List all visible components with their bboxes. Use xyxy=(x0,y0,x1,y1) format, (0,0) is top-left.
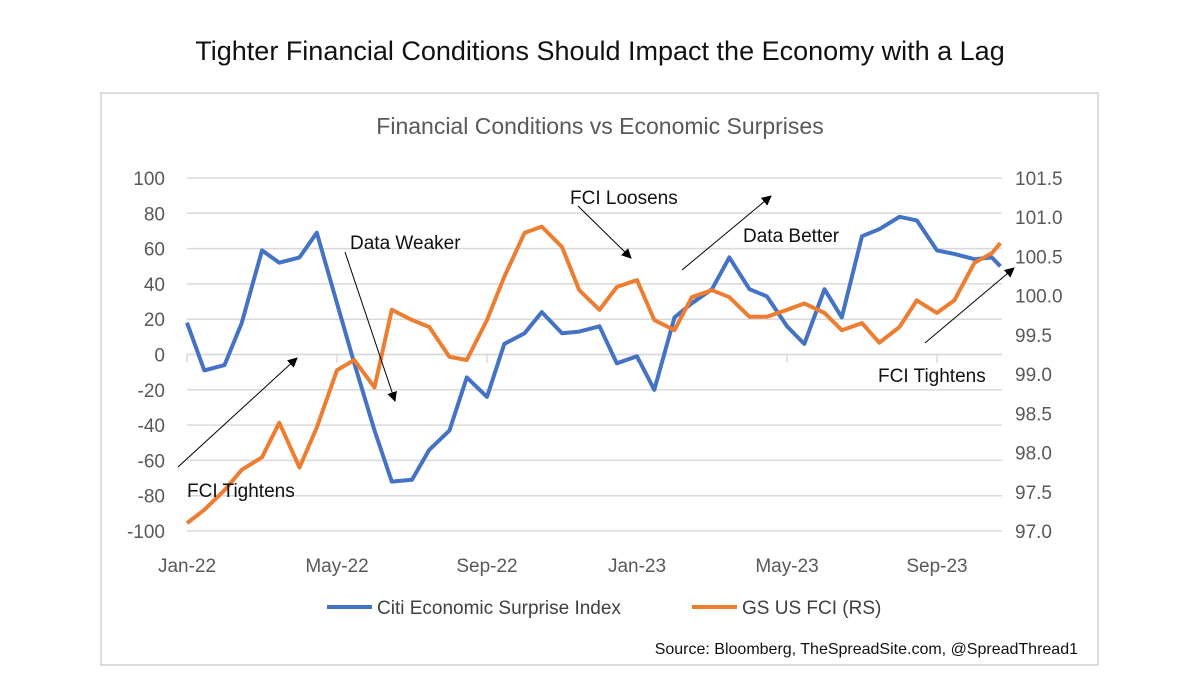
y-left-tick-label: 0 xyxy=(154,346,165,367)
y-left-tick-label: 40 xyxy=(144,275,165,296)
annotation-data-better: Data Better xyxy=(743,226,840,247)
y-left-tick-label: 100 xyxy=(133,169,165,190)
x-tick-label: Jan-22 xyxy=(158,556,216,577)
annotation-data-weaker: Data Weaker xyxy=(350,233,461,254)
annotation-arrow-fci-tightens-1 xyxy=(177,357,298,468)
source-note: Source: Bloomberg, TheSpreadSite.com, @S… xyxy=(655,641,1078,658)
y-right-tick-label: 98.0 xyxy=(1015,444,1052,465)
x-tick-label: Sep-22 xyxy=(456,556,517,577)
annotation-arrow-fci-tightens-2 xyxy=(924,267,1015,344)
annotation-fci-loosens: FCI Loosens xyxy=(570,188,678,209)
x-tick-label: Jan-23 xyxy=(608,556,666,577)
annotation-arrow-data-better xyxy=(681,195,772,271)
annotation-arrow-data-weaker xyxy=(344,251,397,402)
y-left-tick-label: 60 xyxy=(144,240,165,261)
y-left-tick-label: -80 xyxy=(138,487,165,508)
x-tick-label: May-22 xyxy=(305,556,368,577)
annotation-fci-tightens-2: FCI Tightens xyxy=(878,366,986,387)
x-tick-label: May-23 xyxy=(755,556,818,577)
legend-label-fci: GS US FCI (RS) xyxy=(742,598,881,619)
y-right-tick-label: 97.0 xyxy=(1015,522,1052,543)
annotation-fci-tightens-1: FCI Tightens xyxy=(187,481,295,502)
y-right-tick-label: 100.0 xyxy=(1015,287,1063,308)
y-left-tick-label: -40 xyxy=(138,416,165,437)
annotation-arrow-fci-loosens xyxy=(577,205,632,259)
chart-frame xyxy=(100,92,1099,666)
y-left-tick-label: -60 xyxy=(138,451,165,472)
chart-title: Financial Conditions vs Economic Surpris… xyxy=(376,113,823,139)
y-right-tick-label: 97.5 xyxy=(1015,483,1052,504)
y-right-tick-label: 99.0 xyxy=(1015,365,1052,386)
y-right-tick-label: 98.5 xyxy=(1015,404,1052,425)
y-left-tick-label: -100 xyxy=(127,522,165,543)
x-tick-label: Sep-23 xyxy=(906,556,967,577)
y-left-tick-label: 80 xyxy=(144,204,165,225)
y-right-tick-label: 99.5 xyxy=(1015,326,1052,347)
legend: Citi Economic Surprise Index GS US FCI (… xyxy=(327,598,881,619)
y-right-tick-label: 101.5 xyxy=(1015,169,1063,190)
y-left-tick-label: -20 xyxy=(138,381,165,402)
page-title: Tighter Financial Conditions Should Impa… xyxy=(195,36,1004,66)
legend-label-cesi: Citi Economic Surprise Index xyxy=(377,598,621,619)
y-left-tick-label: 20 xyxy=(144,310,165,331)
y-right-tick-label: 101.0 xyxy=(1015,208,1063,229)
y-right-tick-label: 100.5 xyxy=(1015,247,1063,268)
